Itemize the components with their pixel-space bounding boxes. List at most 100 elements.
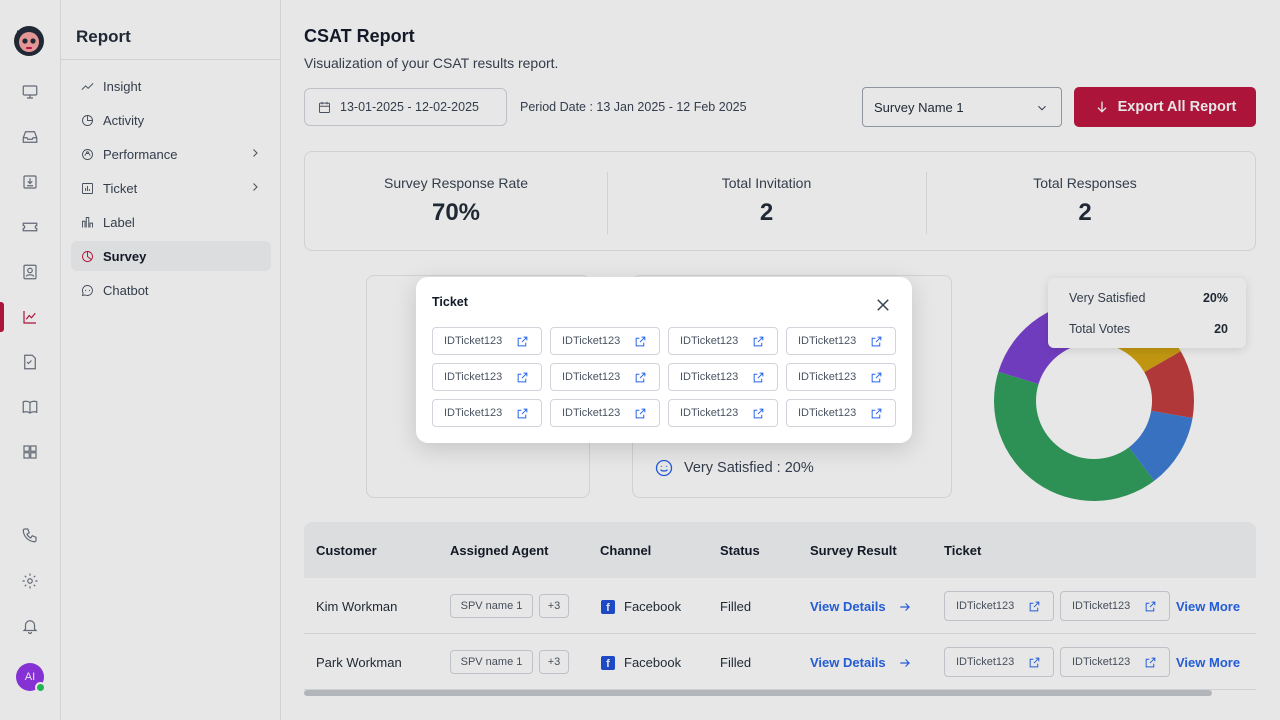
sidebar-item-ticket[interactable]: Ticket [71, 173, 271, 203]
chart-tooltip: Very Satisfied 20% Total Votes 20 [1048, 278, 1246, 348]
ticket-icon[interactable] [19, 216, 41, 238]
view-more-link[interactable]: View More [1176, 655, 1241, 670]
modal-ticket-chip[interactable]: IDTicket123 [432, 363, 542, 391]
modal-ticket-chip[interactable]: IDTicket123 [432, 399, 542, 427]
view-more-link[interactable]: View More [1176, 599, 1241, 614]
modal-ticket-chip[interactable]: IDTicket123 [432, 327, 542, 355]
view-details-link[interactable]: View Details [810, 599, 912, 614]
close-icon [877, 299, 889, 311]
chatbot-icon [79, 282, 95, 298]
date-range-picker[interactable]: 13-01-2025 - 12-02-2025 [304, 88, 507, 126]
arrow-right-icon [899, 602, 910, 611]
horizontal-scrollbar[interactable] [304, 690, 1212, 696]
sidebar-item-insight[interactable]: Insight [71, 71, 271, 101]
sidebar-item-performance[interactable]: Performance [71, 139, 271, 169]
export-label: Export All Report [1117, 99, 1237, 115]
ticket-chip[interactable]: IDTicket123 [1060, 591, 1170, 621]
modal-ticket-chip[interactable]: IDTicket123 [786, 363, 896, 391]
task-icon[interactable] [19, 351, 41, 373]
tooltip-row: Very Satisfied 20% [1069, 291, 1228, 305]
tooltip-row: Total Votes 20 [1069, 322, 1228, 336]
donut-slice[interactable] [994, 371, 1155, 501]
ticket-id: IDTicket123 [1072, 656, 1131, 668]
sidebar-item-label: Ticket [103, 180, 138, 196]
ticket-chip[interactable]: IDTicket123 [1060, 647, 1170, 677]
sidebar-title: Report [76, 27, 131, 46]
active-indicator [0, 302, 4, 332]
ticket-modal: Ticket IDTicket123 IDTicket123 IDTicket123… [416, 277, 912, 443]
sidebar-item-label: Activity [103, 112, 145, 128]
sidebar-item-chatbot[interactable]: Chatbot [71, 275, 271, 305]
modal-ticket-chip[interactable]: IDTicket123 [786, 327, 896, 355]
survey-select[interactable]: Survey Name 1 [862, 87, 1062, 127]
book-icon[interactable] [19, 396, 41, 418]
phone-icon[interactable] [19, 524, 41, 546]
external-link-icon [635, 372, 646, 383]
stat-label: Total Responses [1033, 175, 1137, 191]
channel-name: Facebook [624, 599, 682, 614]
stat-divider [607, 172, 608, 234]
ticket-chip[interactable]: IDTicket123 [944, 591, 1054, 621]
view-details-link[interactable]: View Details [810, 655, 912, 670]
download-box-icon[interactable] [19, 171, 41, 193]
sidebar-item-survey[interactable]: Survey [71, 241, 271, 271]
stat-divider [926, 172, 927, 234]
report-chart-icon[interactable] [19, 306, 41, 328]
stat-value: 2 [1078, 199, 1092, 226]
modal-title: Ticket [432, 295, 468, 309]
inbox-icon[interactable] [19, 126, 41, 148]
more-agents-chip[interactable]: +3 [539, 650, 569, 674]
avatar-initials: AI [24, 671, 36, 683]
ticket-id: IDTicket123 [562, 407, 621, 419]
stat-response-rate: Survey Response Rate 70% [305, 152, 607, 252]
gear-icon[interactable] [19, 570, 41, 592]
status-text: Filled [720, 599, 752, 614]
modal-ticket-chip[interactable]: IDTicket123 [786, 399, 896, 427]
external-link-icon [1145, 657, 1156, 668]
online-status-dot [35, 682, 46, 693]
ticket-id: IDTicket123 [956, 600, 1015, 612]
ticket-id: IDTicket123 [956, 656, 1015, 668]
modal-ticket-chip[interactable]: IDTicket123 [550, 399, 660, 427]
more-agents-chip[interactable]: +3 [539, 594, 569, 618]
monitor-icon[interactable] [19, 81, 41, 103]
column-header: Channel [600, 543, 652, 558]
external-link-icon [635, 408, 646, 419]
tooltip-value: 20% [1202, 291, 1228, 305]
avatar[interactable]: AI [16, 663, 46, 693]
stat-label: Total Invitation [721, 175, 812, 191]
close-button[interactable] [874, 296, 892, 314]
tooltip-label: Total Votes [1069, 322, 1131, 336]
modal-ticket-chip[interactable]: IDTicket123 [668, 363, 778, 391]
external-link-icon [871, 336, 882, 347]
external-link-icon [1029, 601, 1040, 612]
sidebar-item-activity[interactable]: Activity [71, 105, 271, 135]
activity-icon [79, 112, 95, 128]
apps-grid-icon[interactable] [19, 441, 41, 463]
donut-slice[interactable] [1144, 351, 1194, 419]
modal-ticket-chip[interactable]: IDTicket123 [550, 327, 660, 355]
bell-icon[interactable] [19, 615, 41, 637]
stat-value: 2 [759, 199, 774, 226]
ticket-id: IDTicket123 [680, 371, 739, 383]
ticket-id: IDTicket123 [444, 371, 503, 383]
contact-icon[interactable] [19, 261, 41, 283]
sidebar-item-label[interactable]: Label [71, 207, 271, 237]
legend-very-satisfied: Very Satisfied : 20% [654, 458, 814, 478]
modal-ticket-chip[interactable]: IDTicket123 [668, 399, 778, 427]
external-link-icon [871, 372, 882, 383]
ticket-chip[interactable]: IDTicket123 [944, 647, 1054, 677]
ticket-chart-icon [79, 180, 95, 196]
table-row: Park Workman SPV name 1 +3 f Facebook Fi… [304, 634, 1256, 690]
ticket-id: IDTicket123 [562, 335, 621, 347]
stats-card: Survey Response Rate 70% Total Invitatio… [304, 151, 1256, 251]
modal-ticket-chip[interactable]: IDTicket123 [550, 363, 660, 391]
donut-slice[interactable] [1128, 410, 1193, 481]
modal-ticket-chip[interactable]: IDTicket123 [668, 327, 778, 355]
calendar-icon [319, 101, 330, 113]
column-header: Customer [316, 543, 377, 558]
report-sidebar: Report Insight Activity Performance Tick… [61, 0, 281, 720]
export-all-report-button[interactable]: Export All Report [1074, 87, 1256, 127]
brand-logo-icon[interactable] [12, 22, 46, 58]
view-details-label: View Details [810, 655, 886, 670]
